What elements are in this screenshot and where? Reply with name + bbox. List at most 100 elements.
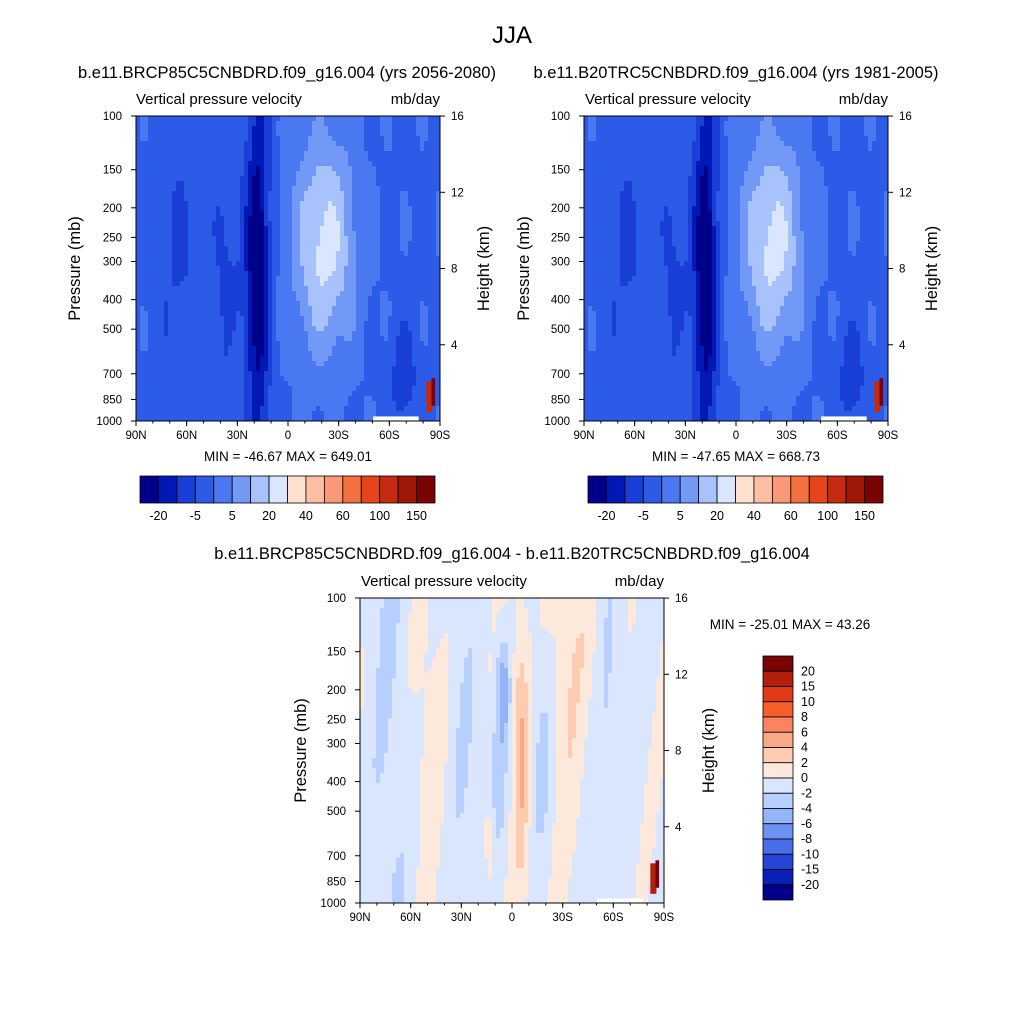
field-cell [312,311,317,317]
field-cell [284,161,289,167]
field-cell [176,341,181,347]
field-cell [312,246,317,252]
field-cell [176,266,181,272]
field-cell [204,131,209,137]
field-cell [756,121,761,127]
field-cell [332,226,337,232]
field-cell [252,306,257,312]
field-cell [184,131,189,137]
field-cell [324,126,329,132]
field-cell [300,356,305,362]
field-cell [416,321,421,327]
field-cell [264,296,269,302]
field-cell [276,336,281,342]
field-cell [336,136,341,142]
field-cell [176,131,181,137]
field-cell [208,156,213,162]
field-cell [284,391,289,397]
field-cell [180,316,185,322]
field-cell [164,341,169,347]
field-cell [232,216,237,222]
field-cell [396,281,401,287]
field-cell [192,136,197,142]
field-cell [356,341,361,347]
field-cell [304,121,309,127]
field-cell [220,166,225,172]
field-cell [332,361,337,367]
field-cell [164,311,169,317]
field-cell [328,121,333,127]
field-cell [368,231,373,237]
field-cell [300,406,305,412]
field-cell [388,261,393,267]
field-cell [260,136,265,142]
field-cell [216,256,221,262]
field-cell [216,166,221,172]
field-cell [160,286,165,292]
field-cell [272,116,277,122]
field-cell [200,211,205,217]
field-cell [208,331,213,337]
field-cell [408,126,413,132]
field-cell [324,351,329,357]
field-cell [240,301,245,307]
field-cell [336,291,341,297]
field-cell [384,296,389,302]
field-cell [408,246,413,252]
field-cell [304,411,309,417]
field-cell [328,161,333,167]
field-cell [192,311,197,317]
field-cell [352,411,357,417]
field-cell [220,161,225,167]
field-cell [168,131,173,137]
field-cell [316,376,321,382]
field-cell [380,136,385,142]
field-cell [384,411,389,417]
field-cell [384,276,389,282]
field-cell [192,326,197,332]
field-cell [268,126,273,132]
field-cell [248,201,253,207]
field-cell [212,231,217,237]
field-cell [660,116,665,122]
field-cell [156,226,161,232]
field-cell [160,336,165,342]
field-cell [744,116,749,122]
field-cell [220,291,225,297]
field-cell [412,286,417,292]
field-cell [292,406,297,412]
field-cell [324,396,329,402]
field-cell [332,386,337,392]
field-cell [276,261,281,267]
field-cell [220,151,225,157]
field-cell [256,186,261,192]
field-cell [252,371,257,377]
field-cell [232,171,237,177]
field-cell [312,241,317,247]
field-cell [136,166,141,172]
field-cell [180,351,185,357]
field-cell [320,146,325,152]
field-cell [284,266,289,272]
field-cell [176,171,181,177]
field-cell [340,151,345,157]
field-cell [424,136,429,142]
field-cell [152,136,157,142]
x-tick-label: 90N [125,430,146,442]
colorbar-label: 100 [369,509,390,523]
field-cell [324,391,329,397]
field-cell [136,366,141,372]
field-cell [168,206,173,212]
field-cell [212,301,217,307]
field-cell [348,396,353,402]
field-cell [192,241,197,247]
field-cell [308,156,313,162]
field-cell [372,286,377,292]
field-cell [148,366,153,372]
field-cell [136,186,141,192]
field-cell [164,391,169,397]
field-cell [232,166,237,172]
field-cell [272,316,277,322]
field-cell [368,181,373,187]
field-cell [260,226,265,232]
